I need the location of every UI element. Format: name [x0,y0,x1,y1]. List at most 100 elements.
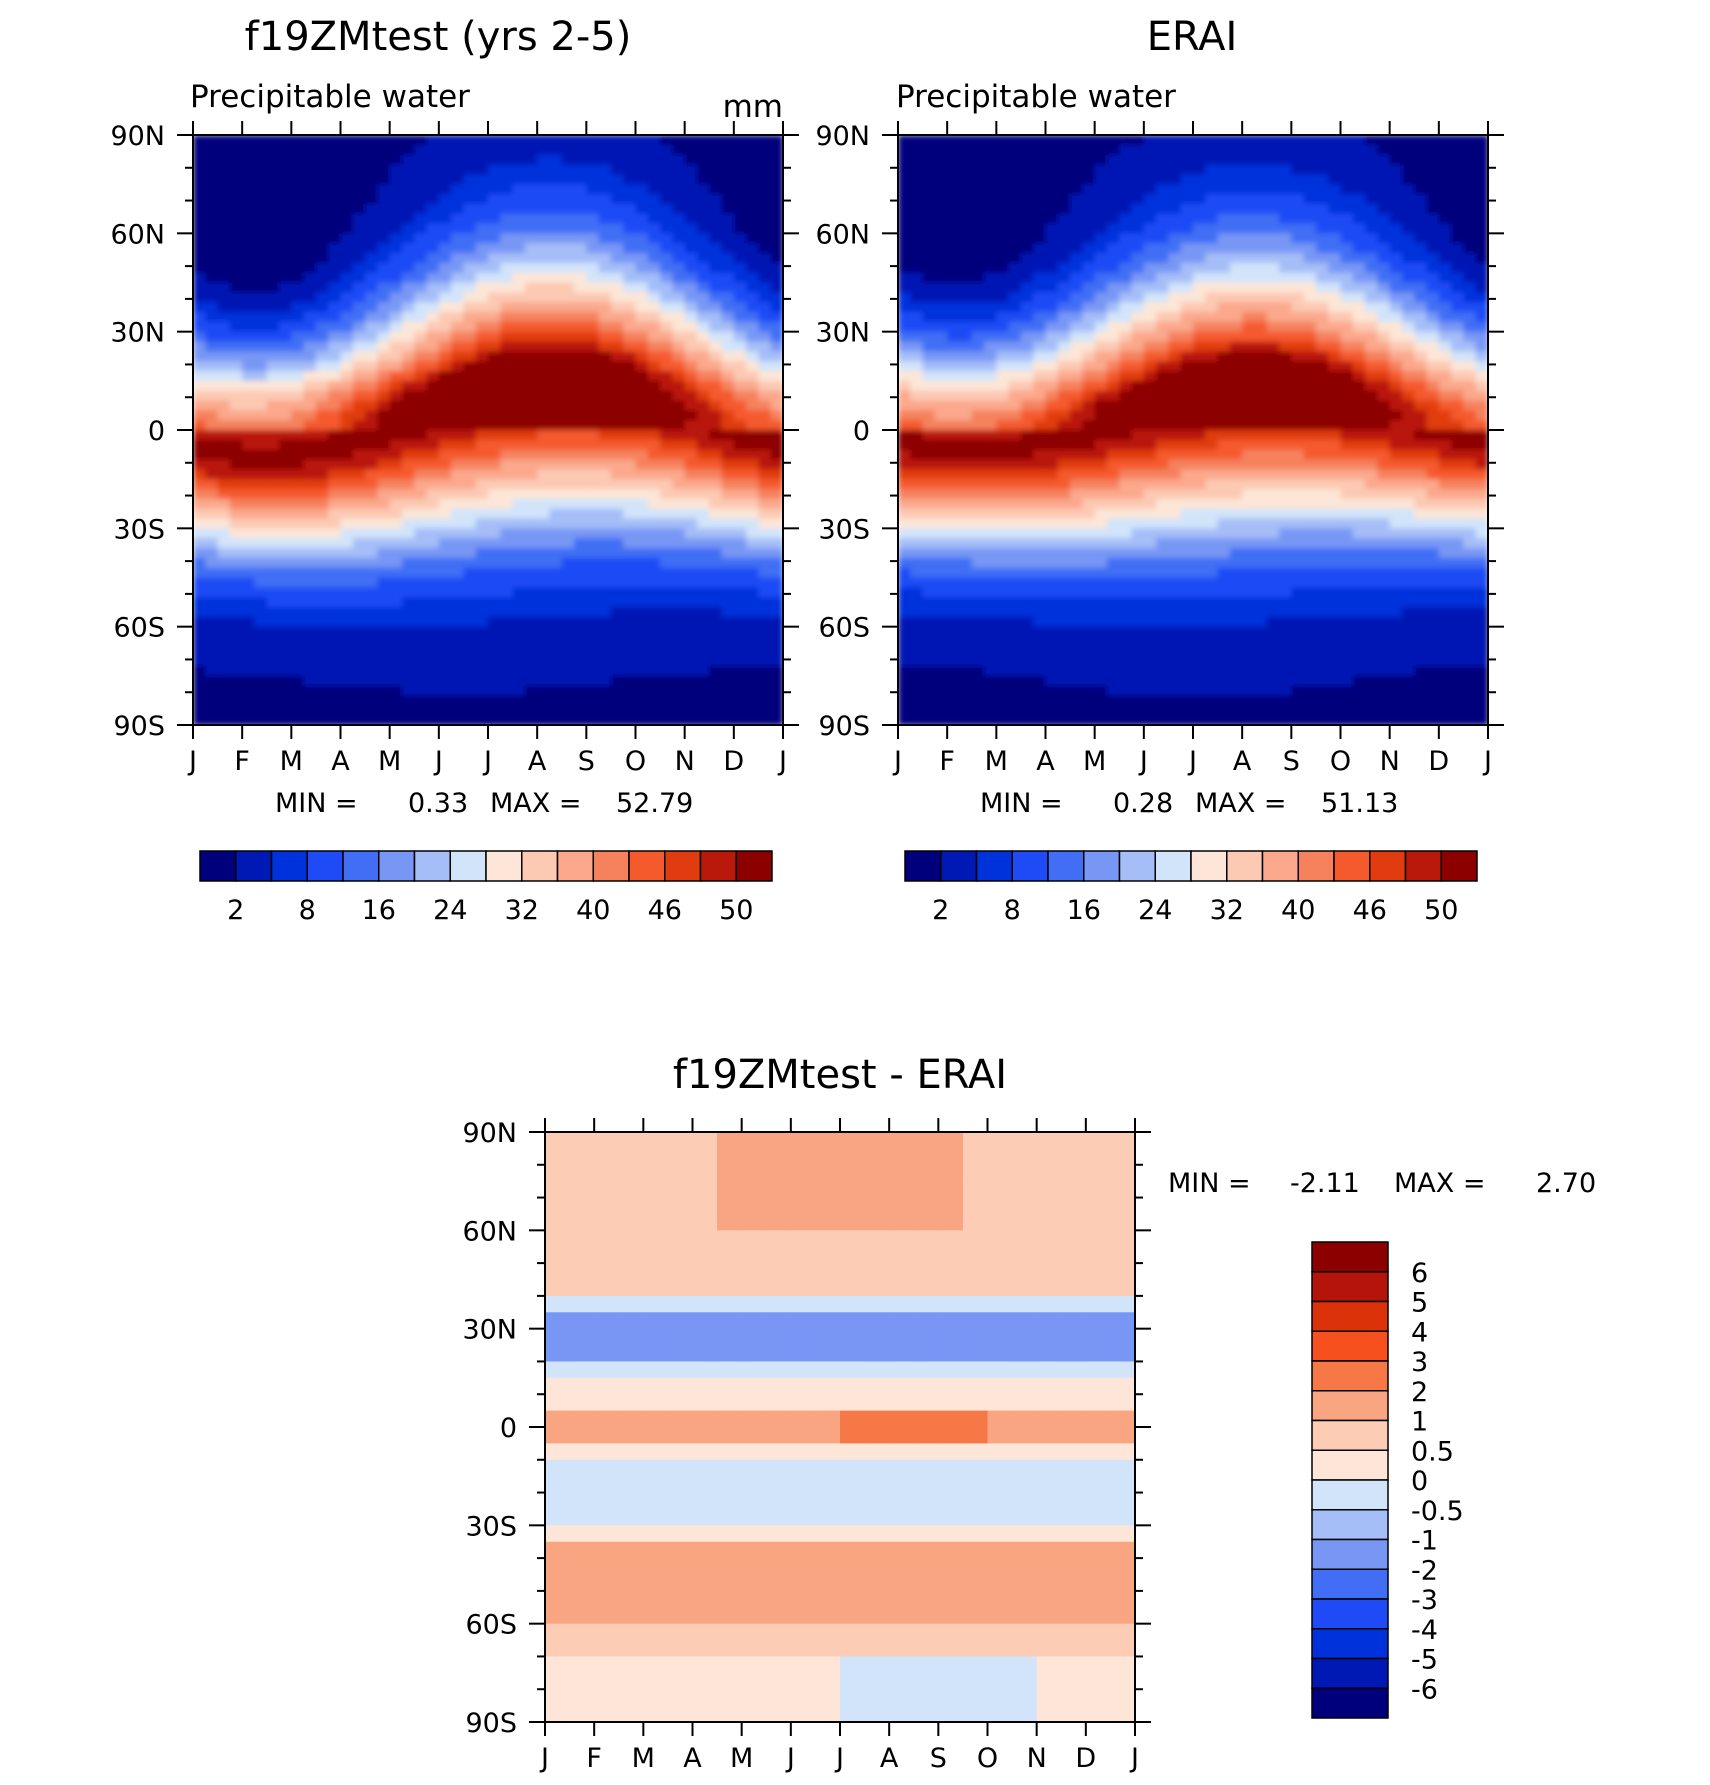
panel-diff-max-value: 2.70 [1536,1168,1596,1199]
panel-diff-colorbar-label: -4 [1411,1615,1438,1646]
panel-obs-colorbar-swatch [904,850,942,882]
panel-model-xtick-label: J [433,746,443,777]
panel-diff-colorbar-swatch [1311,1687,1389,1719]
panel-model-xtick-label: A [331,746,350,777]
panel-model-colorbar-swatch [592,850,630,882]
panel-obs-xtick-label: A [1233,746,1252,777]
panel-model-xtick-label: M [280,746,303,777]
panel-model-colorbar-swatch [449,850,487,882]
panel-obs-colorbar-swatch [1404,850,1442,882]
panel-obs-colorbar-label: 40 [1281,895,1315,926]
panel-diff-min-label: MIN = [1168,1168,1251,1199]
panel-diff-xtick-label: M [730,1743,753,1774]
panel-obs-colorbar-swatch [1083,850,1121,882]
panel-diff-ytick-label: 30N [462,1315,517,1346]
panel-obs-colorbar-swatch [1047,850,1085,882]
panel-obs-xtick-label: A [1036,746,1055,777]
panel-model-field [193,135,783,725]
panel-diff-colorbar-swatch [1311,1538,1389,1570]
panel-model-stats: MIN = 0.33 MAX = 52.79 [275,788,693,819]
panel-diff-colorbar-label: 4 [1411,1317,1428,1348]
panel-obs-stats: MIN = 0.28 MAX = 51.13 [980,788,1398,819]
panel-model: f19ZMtest (yrs 2-5) Precipitable water m… [110,14,799,926]
panel-model-colorbar-swatch [378,850,416,882]
panel-model-colorbar-swatch [413,850,451,882]
panel-diff-colorbar-swatch [1311,1419,1389,1451]
panel-model-colorbar-label: 32 [505,895,539,926]
panel-model-xtick-label: N [675,746,695,777]
panel-obs-min-label: MIN = [980,788,1063,819]
panel-model-units: mm [723,89,783,125]
panel-model-colorbar-label: 16 [362,895,396,926]
panel-model-colorbar: 2 8 16 24 32 40 46 50 [199,850,773,926]
panel-obs-max-label: MAX = [1195,788,1286,819]
panel-model-ytick-label: 30S [114,514,166,545]
panel-obs-ytick-label: 60S [819,613,871,644]
panel-diff-colorbar-label: -2 [1411,1555,1438,1586]
panel-obs-colorbar-swatch [1333,850,1371,882]
panel-diff-colorbar-swatch [1311,1390,1389,1422]
panel-obs-colorbar-swatch [1118,850,1156,882]
panel-model-colorbar-label: 8 [299,895,316,926]
panel-obs-colorbar-label: 2 [932,895,949,926]
panel-diff-colorbar-label: -0.5 [1411,1496,1464,1527]
panel-obs-colorbar-swatch [1154,850,1192,882]
panel-model-xtick-label: O [625,746,646,777]
panel-obs-title: ERAI [1147,14,1238,60]
panel-diff-colorbar-label: 0 [1411,1466,1428,1497]
panel-model-max-value: 52.79 [616,788,693,819]
panel-diff-xtick-label: A [683,1743,702,1774]
panel-diff-colorbar-label: 3 [1411,1347,1428,1378]
panel-obs-colorbar-swatch [1011,850,1049,882]
panel-obs-xtick-label: J [1187,746,1197,777]
panel-diff-colorbar-swatch [1311,1241,1389,1273]
panel-diff-colorbar-label: 1 [1411,1407,1428,1438]
panel-diff-xtick-label: J [785,1743,795,1774]
panel-obs-colorbar-swatch [1261,850,1299,882]
panel-model-title: f19ZMtest (yrs 2-5) [245,14,632,60]
panel-obs-field [898,135,1488,725]
panel-diff-stats: MIN = -2.11 MAX = 2.70 [1168,1168,1596,1199]
panel-model-colorbar-label: 50 [719,895,753,926]
panel-model-colorbar-swatch [342,850,380,882]
panel-diff-colorbar-swatch [1311,1300,1389,1332]
panel-obs-xtick-label: J [1482,746,1492,777]
panel-obs-colorbar-swatch [940,850,978,882]
panel-obs-xtick-label: F [939,746,955,777]
panel-obs-ytick-label: 30S [819,514,871,545]
panel-diff-ytick-label: 90S [466,1708,518,1739]
panel-diff-colorbar-swatch [1311,1568,1389,1600]
panel-model-colorbar-swatch [664,850,702,882]
panel-model-xtick-label: M [378,746,401,777]
panel-obs-colorbar-label: 24 [1138,895,1172,926]
panel-diff-colorbar-swatch [1311,1360,1389,1392]
panel-model-colorbar-swatch [485,850,523,882]
panel-obs-colorbar-swatch [1440,850,1478,882]
panel-obs-colorbar-label: 46 [1353,895,1387,926]
panel-model-colorbar-swatch [270,850,308,882]
panel-diff-colorbar-swatch [1311,1330,1389,1362]
panel-model-ytick-label: 90N [110,121,165,152]
panel-diff-xtick-label: J [539,1743,549,1774]
panel-obs-ytick-label: 90N [815,121,870,152]
panel-diff: f19ZMtest - ERAI J F M A M J J A S O N D J90N60N30N0… [462,1052,1596,1774]
panel-diff-colorbar-swatch [1311,1598,1389,1630]
panel-diff-field [545,1132,1135,1722]
panel-diff-xtick-label: A [880,1743,899,1774]
panel-diff-colorbar-label: 5 [1411,1288,1428,1319]
panel-model-subtitle: Precipitable water [190,79,470,115]
panel-diff-ytick-label: 90N [462,1118,517,1149]
panel-model-ytick-label: 0 [148,416,165,447]
panel-obs-colorbar-swatch [1190,850,1228,882]
panel-model-max-label: MAX = [490,788,581,819]
panel-model-colorbar-swatch [199,850,237,882]
panel-obs-colorbar-label: 50 [1424,895,1458,926]
panel-model-ytick-label: 90S [114,711,166,742]
panel-model-min-value: 0.33 [408,788,468,819]
panel-obs-xtick-label: O [1330,746,1351,777]
panel-obs-ytick-label: 90S [819,711,871,742]
panel-diff-colorbar-swatch [1311,1628,1389,1660]
panel-diff-colorbar-label: -3 [1411,1585,1438,1616]
